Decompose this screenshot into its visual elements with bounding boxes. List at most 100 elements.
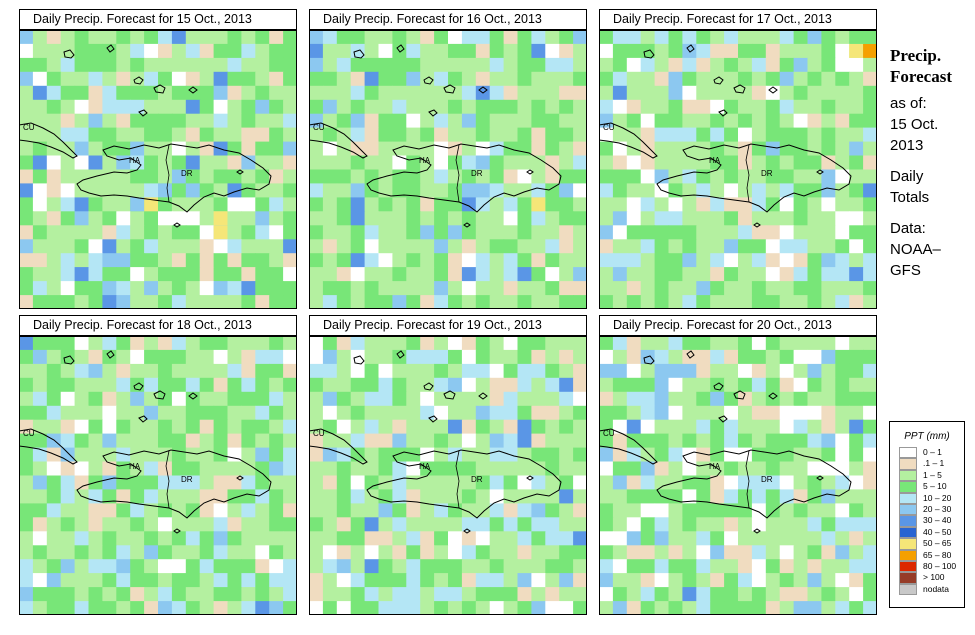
precip-cell	[654, 267, 670, 282]
precip-cell	[420, 169, 435, 184]
precip-cell	[559, 447, 574, 463]
precip-cell	[420, 253, 435, 268]
precip-cell	[531, 57, 546, 73]
precip-cell	[835, 573, 850, 588]
country-label-dominican_republic: DR	[761, 475, 773, 484]
precip-cell	[863, 489, 877, 504]
precip-cell	[102, 433, 117, 449]
precip-cell	[420, 30, 435, 45]
precip-cell	[835, 559, 850, 574]
precip-cell	[793, 461, 809, 476]
precip-cell	[626, 295, 642, 309]
precip-cell	[475, 239, 491, 254]
precip-cell	[517, 559, 532, 574]
precip-cell	[779, 447, 795, 463]
precip-cell	[74, 531, 90, 546]
precip-cell	[612, 71, 628, 87]
precip-cell	[835, 419, 850, 435]
precip-cell	[19, 281, 34, 296]
precip-cell	[503, 43, 519, 59]
precip-cell	[626, 517, 642, 532]
precip-cell	[835, 57, 850, 73]
precip-cell	[144, 141, 159, 157]
precip-cell	[322, 141, 338, 157]
precip-cell	[60, 30, 76, 45]
precip-cell	[475, 587, 491, 602]
precip-cell	[116, 183, 131, 198]
precip-cell	[144, 419, 159, 435]
precip-cell	[724, 489, 739, 504]
precip-cell	[863, 531, 877, 546]
island-coastline	[463, 222, 471, 228]
precip-cell	[32, 211, 48, 226]
precip-cell	[696, 71, 711, 87]
precip-cell	[434, 531, 449, 546]
precip-cell	[821, 433, 836, 449]
precip-cell	[19, 197, 34, 212]
precip-cell	[751, 559, 767, 574]
precip-cell	[849, 461, 864, 476]
precip-cell	[102, 141, 117, 157]
precip-cell	[779, 57, 795, 73]
precip-cell	[185, 517, 201, 532]
precip-cell	[807, 461, 822, 476]
precip-cell	[807, 225, 822, 240]
country-label-haiti: HA	[129, 156, 141, 165]
precip-cell	[434, 587, 449, 602]
precip-cell	[599, 169, 614, 184]
precip-cell	[765, 141, 781, 157]
precip-cell	[710, 197, 725, 212]
precip-cell	[724, 601, 739, 615]
precip-cell	[710, 363, 725, 379]
precip-cell	[227, 545, 242, 560]
precip-cell	[434, 197, 449, 212]
precip-cell	[503, 197, 519, 212]
precip-cell	[612, 377, 628, 393]
precip-cell	[696, 391, 711, 407]
precip-cell	[654, 349, 670, 365]
precip-cell	[241, 531, 256, 546]
precip-cell	[116, 169, 131, 184]
legend-range: 5 – 10	[923, 481, 947, 492]
precip-cell	[102, 447, 117, 463]
precip-cell	[640, 127, 656, 143]
precip-cell	[185, 169, 201, 184]
precip-cell	[517, 253, 532, 268]
precip-cell	[434, 377, 449, 393]
precip-cell	[448, 253, 463, 268]
precip-cell	[626, 211, 642, 226]
precip-cell	[199, 447, 215, 463]
precip-cell	[364, 531, 380, 546]
precip-cell	[517, 113, 532, 129]
precip-cell	[654, 85, 670, 101]
precip-cell	[378, 99, 393, 115]
precip-cell	[489, 377, 505, 393]
precip-cell	[102, 363, 117, 379]
precip-cell	[46, 489, 62, 504]
precip-cell	[612, 211, 628, 226]
precip-cell	[32, 127, 48, 143]
precip-cell	[738, 99, 753, 115]
precip-cell	[364, 545, 380, 560]
precip-cell	[213, 545, 229, 560]
precip-cell	[336, 531, 352, 546]
precip-cell	[336, 545, 352, 560]
precip-cell	[199, 71, 215, 87]
precip-cell	[144, 601, 159, 615]
precip-cell	[710, 57, 725, 73]
country-label-haiti: HA	[419, 156, 431, 165]
precip-cell	[227, 363, 242, 379]
precip-cell	[392, 419, 407, 435]
legend-item: 50 – 65	[890, 538, 964, 550]
legend-item: 40 – 50	[890, 526, 964, 539]
precip-cell	[46, 295, 62, 309]
precip-cell	[696, 349, 711, 365]
precip-cell	[378, 155, 393, 170]
precip-cell	[599, 239, 614, 254]
island-coastline	[153, 390, 166, 400]
precip-cell	[213, 391, 229, 407]
precip-cell	[185, 405, 201, 421]
precip-cell	[350, 503, 366, 518]
precip-cell	[849, 71, 864, 87]
